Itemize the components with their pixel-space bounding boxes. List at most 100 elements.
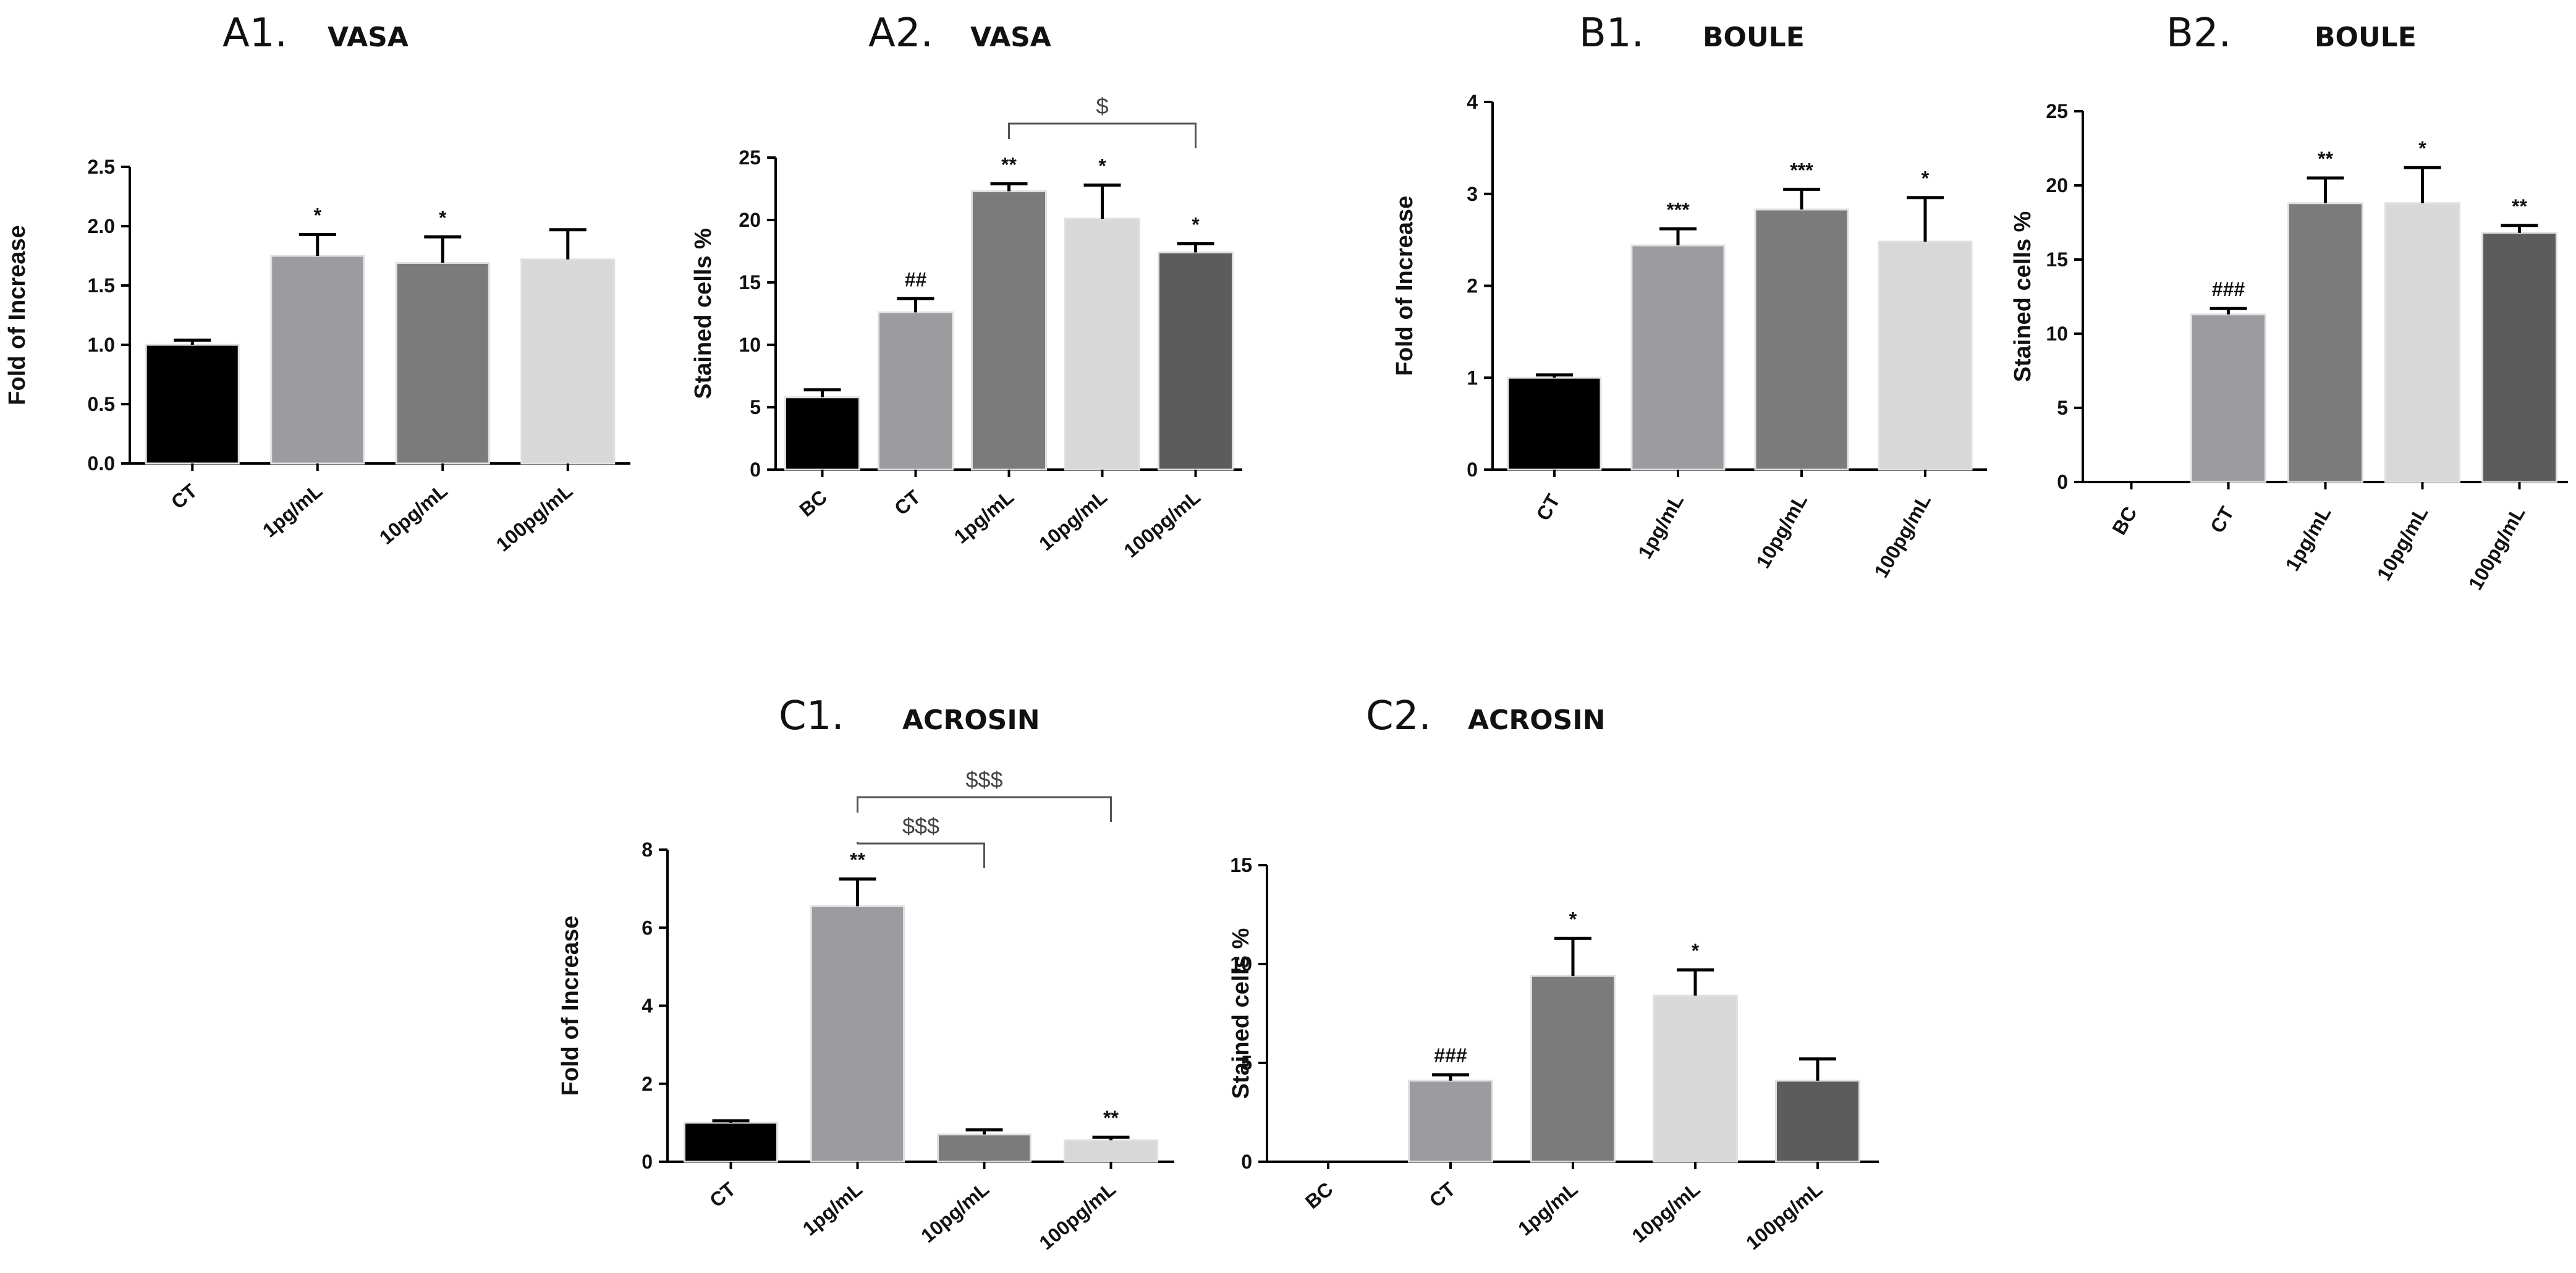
category-label: CT <box>2206 502 2239 536</box>
bar <box>1775 1080 1860 1163</box>
category-label: 1pg/mL <box>1514 1178 1582 1240</box>
category-label: 1pg/mL <box>799 1178 866 1240</box>
panel-title: ACROSIN <box>902 704 1040 736</box>
category-label: 10pg/mL <box>2373 503 2433 585</box>
y-tick-label: 2 <box>1467 275 1478 297</box>
category-label: 100pg/mL <box>2464 503 2530 594</box>
bar <box>937 1133 1032 1163</box>
y-tick-label: 8 <box>642 839 653 861</box>
y-tick-label: 10 <box>2046 323 2068 345</box>
significance-label: * <box>439 206 447 229</box>
bar <box>1064 1139 1158 1163</box>
y-tick-label: 15 <box>2046 248 2068 271</box>
significance-label: * <box>1921 167 1930 190</box>
significance-label: ** <box>850 848 865 871</box>
comparison-label: $$$ <box>902 813 939 839</box>
comparison-label: $$$ <box>965 767 1002 792</box>
bar <box>1064 218 1140 471</box>
y-tick-label: 0 <box>1241 1151 1252 1173</box>
y-tick-label: 1 <box>1467 366 1478 389</box>
bar <box>878 311 954 471</box>
category-label: 100pg/mL <box>492 480 577 556</box>
panel-title: VASA <box>328 22 409 53</box>
bar <box>395 262 490 465</box>
bar <box>2190 313 2266 483</box>
y-tick-label: 10 <box>1230 953 1252 975</box>
chart-panel-b1: B1. BOULE Fold of Increase 0 1 2 3 4 CT *** 1pg/mL… <box>1392 11 1987 582</box>
significance-label: *** <box>1790 159 1813 181</box>
y-axis-label: Fold of Increase <box>1392 196 1418 376</box>
y-axis-label: Stained cells % <box>2010 211 2036 383</box>
y-tick-label: 5 <box>750 396 761 418</box>
y-tick-label: 20 <box>2046 174 2068 197</box>
significance-label: * <box>1192 213 1200 235</box>
y-axis-label: Stained cells % <box>690 228 716 399</box>
y-tick-label: 0 <box>1467 459 1478 481</box>
y-tick-label: 25 <box>739 146 761 169</box>
y-tick-label: 2 <box>642 1073 653 1095</box>
significance-label: ### <box>2212 278 2245 300</box>
category-label: 100pg/mL <box>1870 491 1935 582</box>
bar <box>2384 202 2460 483</box>
y-tick-label: 0 <box>642 1151 653 1173</box>
y-tick-label: 15 <box>1230 854 1252 876</box>
category-label: CT <box>705 1177 740 1211</box>
panel-letter: C2. <box>1366 693 1431 739</box>
y-tick-label: 20 <box>739 209 761 231</box>
y-tick-label: 0 <box>750 459 761 481</box>
category-label: BC <box>795 486 831 521</box>
y-axis-label: Stained cells % <box>1228 928 1254 1099</box>
bar <box>1630 244 1726 471</box>
significance-label: ### <box>1434 1044 1467 1067</box>
y-tick-label: 3 <box>1467 183 1478 205</box>
comparison-label: $ <box>1096 93 1108 119</box>
significance-label: ** <box>2318 148 2333 170</box>
panel-letter: C1. <box>779 693 844 739</box>
significance-label: *** <box>1666 198 1690 221</box>
category-label: CT <box>167 479 201 513</box>
category-label: 1pg/mL <box>950 486 1018 548</box>
panel-title: BOULE <box>2315 22 2417 53</box>
y-axis-label: Fold of Increase <box>4 225 30 405</box>
significance-label: * <box>1692 940 1700 962</box>
bar <box>1653 994 1738 1163</box>
category-label: 10pg/mL <box>1628 1178 1705 1247</box>
comparison-bracket <box>857 796 1112 822</box>
significance-label: ** <box>1103 1107 1119 1129</box>
category-label: 10pg/mL <box>917 1178 993 1247</box>
y-tick-label: 6 <box>642 916 653 939</box>
chart-panel-c2: C2. ACROSIN Stained cells % 0 5 10 15 BC ### CT * 1… <box>1228 693 1879 1254</box>
y-axis-label: Fold of Increase <box>557 916 583 1096</box>
category-label: 10pg/mL <box>1035 486 1111 555</box>
panel-letter: B1. <box>1579 11 1644 56</box>
significance-label: * <box>314 204 322 226</box>
y-tick-label: 0.5 <box>88 393 115 415</box>
category-label: 100pg/mL <box>1035 1178 1120 1254</box>
chart-panel-b2: B2. BOULE Stained cells % 0 5 10 15 20 25 BC ### CT… <box>2010 11 2568 594</box>
category-label: CT <box>1425 1177 1460 1211</box>
bar <box>2481 232 2557 483</box>
category-label: 10pg/mL <box>375 480 452 549</box>
y-tick-label: 2.5 <box>88 156 115 178</box>
panel-letter: A2. <box>868 11 933 56</box>
chart-panel-c1: C1. ACROSIN Fold of Increase 0 2 4 6 8 CT ** 1pg/m… <box>557 693 1174 1254</box>
panel-letter: B2. <box>2166 11 2231 56</box>
significance-label: ## <box>905 268 927 290</box>
bar <box>1530 975 1616 1163</box>
bar <box>810 905 905 1163</box>
y-tick-label: 25 <box>2046 100 2068 122</box>
y-tick-label: 0 <box>2057 471 2068 493</box>
y-tick-label: 1.0 <box>88 334 115 356</box>
category-label: CT <box>890 485 925 519</box>
category-label: CT <box>1532 490 1565 524</box>
category-label: BC <box>2108 503 2141 539</box>
bar <box>145 344 240 465</box>
category-label: 1pg/mL <box>1633 491 1688 563</box>
y-tick-label: 1.5 <box>88 274 115 297</box>
y-tick-label: 5 <box>2057 397 2068 419</box>
significance-label: ** <box>1001 153 1017 176</box>
panel-title: BOULE <box>1703 22 1805 53</box>
y-tick-label: 15 <box>739 271 761 294</box>
bar <box>1408 1080 1493 1163</box>
